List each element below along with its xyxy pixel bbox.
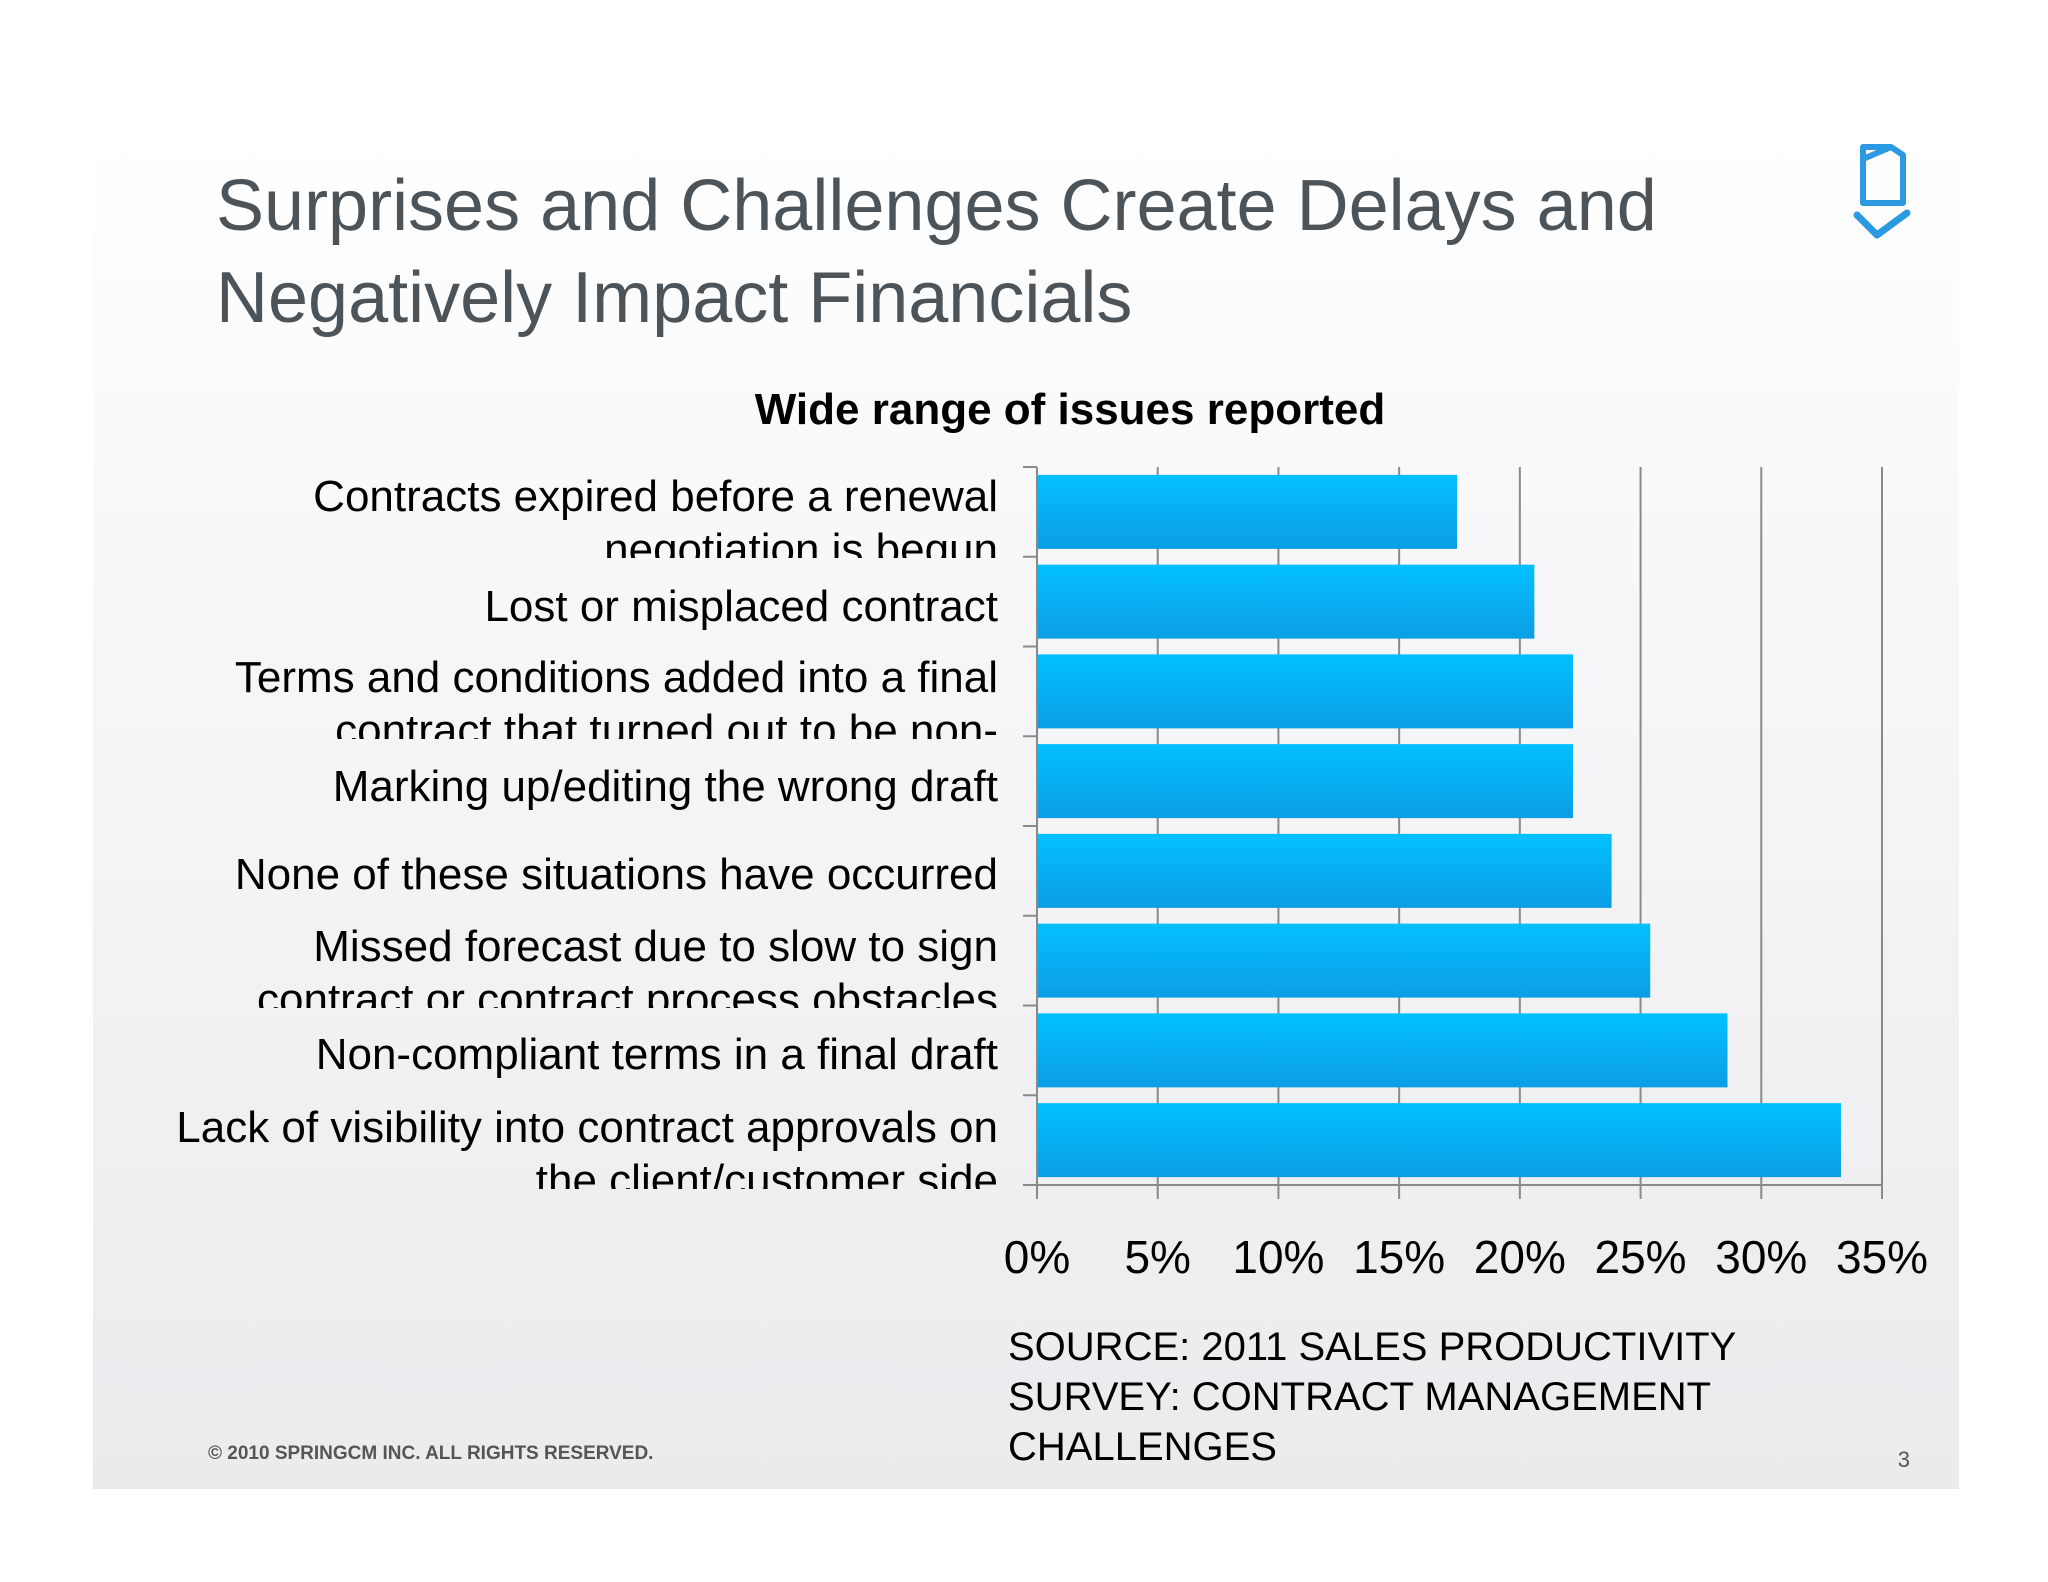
copyright-notice: © 2010 SPRINGCM INC. ALL RIGHTS RESERVED… xyxy=(208,1443,654,1464)
chart-title: Wide range of issues reported xyxy=(754,385,1386,434)
x-tick-label: 5% xyxy=(1124,1231,1191,1283)
document-check-icon xyxy=(1853,144,1911,239)
bar xyxy=(1037,654,1573,729)
category-label: Contracts expired before a renewal negot… xyxy=(313,472,998,558)
category-label: Non-compliant terms in a final draft xyxy=(315,1030,998,1079)
x-tick-label: 35% xyxy=(1835,1231,1929,1283)
x-tick-label: 25% xyxy=(1594,1231,1687,1283)
bar xyxy=(1037,474,1458,549)
bar xyxy=(1037,1103,1841,1178)
bar xyxy=(1037,744,1573,819)
slide-title: Surprises and Challenges Create Delays a… xyxy=(216,166,1657,338)
category-label: Terms and conditions added into a final … xyxy=(234,653,998,739)
bar xyxy=(1037,1013,1728,1088)
page-number: 3 xyxy=(1897,1447,1910,1472)
category-label: Marking up/editing the wrong draft xyxy=(332,762,998,811)
category-label: Lost or misplaced contract xyxy=(484,582,998,631)
x-tick-label: 10% xyxy=(1232,1231,1325,1283)
bars xyxy=(1037,474,1841,1178)
axes xyxy=(1023,466,1883,1199)
category-label: None of these situations have occurred xyxy=(234,850,998,899)
category-label: Missed forecast due to slow to sign cont… xyxy=(257,922,998,1008)
x-tick-label: 30% xyxy=(1715,1231,1808,1283)
source-note: SOURCE: 2011 SALES PRODUCTIVITY SURVEY: … xyxy=(1008,1325,1736,1469)
x-tick-label: 20% xyxy=(1473,1231,1566,1283)
x-tick-label: 0% xyxy=(1003,1231,1071,1283)
x-tick-label: 15% xyxy=(1353,1231,1446,1283)
category-label: Lack of visibility into contract approva… xyxy=(176,1103,998,1189)
bar xyxy=(1037,923,1651,998)
bar xyxy=(1037,564,1535,639)
slide-background xyxy=(93,131,1959,1489)
bar xyxy=(1037,833,1612,908)
